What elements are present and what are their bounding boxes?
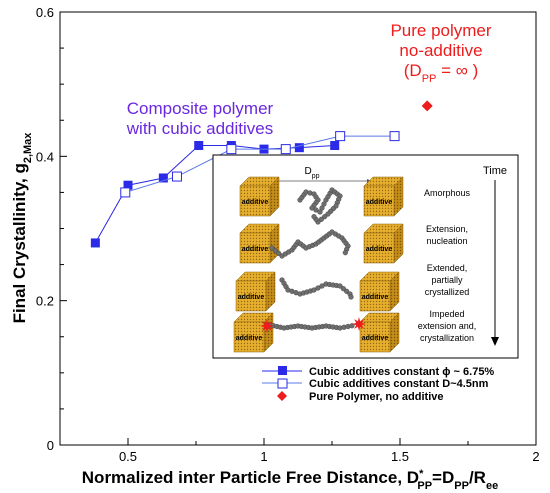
x-tick-label: 2: [532, 449, 539, 464]
cube-label: additive: [236, 335, 263, 342]
cube-label: additive: [362, 294, 389, 301]
data-point-filled-square: [330, 141, 340, 151]
data-point-filled-square: [194, 141, 204, 151]
data-point-open-square: [171, 171, 182, 182]
data-point-filled-square: [123, 180, 133, 190]
stage-label: Extended, partially crystallized: [425, 263, 470, 297]
series-line-1: [125, 135, 395, 193]
series-line-0: [94, 145, 335, 244]
legend-marker-diamond: [277, 391, 287, 401]
data-point-filled-square: [294, 143, 304, 153]
y-tick-label: 0: [47, 438, 54, 453]
stage-label: Amorphous: [424, 188, 471, 198]
annotation-pure-line1: Pure polymer: [390, 21, 491, 40]
additive-cube: additive: [359, 312, 400, 353]
time-arrow-head: [491, 337, 499, 346]
cube-label: additive: [366, 246, 393, 253]
time-label: Time: [483, 165, 507, 177]
legend-marker-filled-square: [278, 366, 287, 375]
legend-label-pure: Pure Polymer, no additive: [309, 391, 444, 403]
additive-cube: additive: [239, 176, 280, 217]
y-axis-ticks: 0 0.2 0.4 0.6: [36, 5, 67, 453]
data-point-diamond: [421, 100, 433, 112]
x-tick-label: 1: [260, 449, 267, 464]
annotation-composite-line1: Composite polymer: [127, 99, 274, 118]
cube-label: additive: [366, 199, 393, 206]
legend-label-cubic-phi: Cubic additives constant ϕ ~ 6.75%: [309, 366, 494, 378]
x-tick-label: 1.5: [391, 449, 409, 464]
contact-burst: [352, 317, 366, 331]
x-axis-label: Normalized inter Particle Free Distance,…: [82, 468, 498, 492]
data-point-open-square: [280, 144, 291, 155]
data-point-filled-square: [90, 238, 100, 248]
additive-cube: additive: [233, 312, 274, 353]
additive-cube: additive: [363, 176, 404, 217]
cube-label: additive: [238, 294, 265, 301]
legend-label-cubic-d: Cubic additives constant D~4.5nm: [309, 378, 489, 390]
additive-cube: additive: [359, 271, 400, 312]
inset-schematic: Dpp Time additive additive additive additiv…: [212, 154, 519, 359]
stage-label: Extension, nucleation: [426, 224, 468, 246]
y-tick-label: 0.2: [36, 294, 54, 309]
stage-label: Impeded extension and, crystallization: [418, 309, 477, 343]
x-axis-ticks: 0.5 1 1.5 2: [59, 438, 540, 464]
additive-cube: additive: [363, 223, 404, 264]
annotation-composite-line2: with cubic additives: [126, 119, 273, 138]
data-point-filled-square: [158, 173, 168, 183]
y-axis-label: Final Crystallinity, g2,Max: [10, 132, 34, 324]
cube-label: additive: [362, 335, 389, 342]
x-tick-label: 0.5: [119, 449, 137, 464]
polymer-chain: [279, 277, 354, 300]
cube-label: additive: [242, 246, 269, 253]
contact-burst: [260, 319, 274, 333]
dpp-label: Dpp: [304, 166, 319, 180]
data-point-open-square: [389, 131, 400, 142]
cube-label: additive: [242, 199, 269, 206]
annotation-pure-line2: no-additive: [399, 41, 482, 60]
legend: Cubic additives constant ϕ ~ 6.75% Cubic…: [262, 366, 494, 403]
series-layer: [90, 100, 433, 248]
legend-marker-open-square: [277, 378, 288, 389]
polymer-chain: [269, 229, 351, 259]
y-tick-label: 0.4: [36, 149, 54, 164]
data-point-open-square: [120, 187, 131, 198]
y-tick-label: 0.6: [36, 5, 54, 20]
data-point-open-square: [226, 144, 237, 155]
additive-cube: additive: [239, 223, 280, 264]
polymer-chain: [297, 187, 343, 225]
additive-cube: additive: [235, 271, 276, 312]
data-point-open-square: [335, 131, 346, 142]
annotation-pure-line3: (DPP = ∞ ): [404, 61, 479, 85]
